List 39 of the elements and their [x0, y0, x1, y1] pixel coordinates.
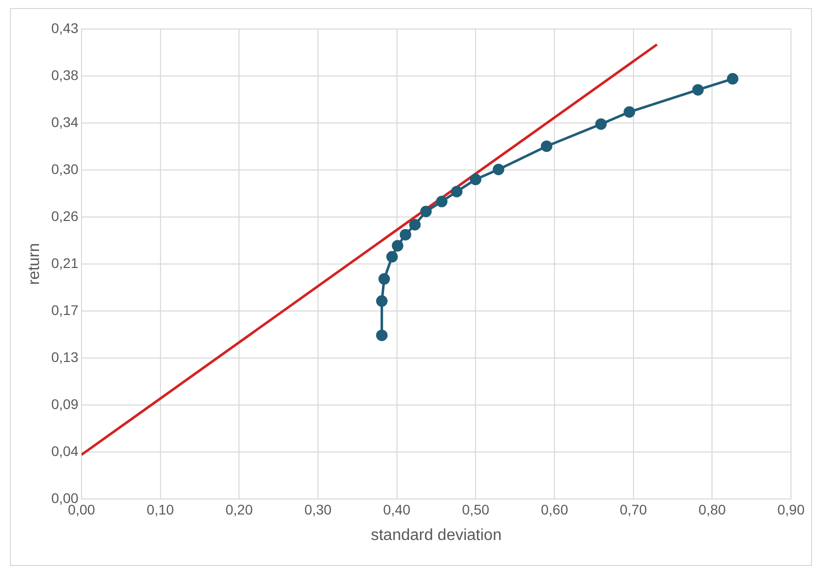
point — [726, 73, 738, 85]
y-tick-label: 0,09 — [51, 396, 79, 412]
point — [376, 295, 388, 307]
y-tick-label: 0,26 — [51, 208, 79, 224]
point — [378, 273, 390, 285]
point — [436, 196, 448, 208]
point — [540, 140, 552, 152]
y-tick-label: 0,43 — [51, 20, 79, 36]
x-tick-label: 0,20 — [226, 501, 253, 518]
point — [450, 186, 462, 198]
x-tick-label: 0,90 — [777, 501, 805, 518]
point — [624, 106, 636, 118]
y-tick-label: 0,30 — [51, 160, 79, 177]
x-tick-label: 0,60 — [540, 501, 568, 518]
point — [409, 218, 421, 230]
x-tick-label: 0,10 — [146, 501, 174, 518]
point — [595, 118, 607, 130]
x-tick-label: 0,30 — [304, 501, 332, 518]
x-axis-title: standard deviation — [370, 526, 502, 544]
y-tick-label: 0,34 — [51, 114, 79, 130]
point — [386, 251, 398, 263]
x-tick-label: 0,80 — [698, 501, 726, 518]
y-tick-label: 0,13 — [51, 348, 79, 365]
x-tick-label: 0,40 — [383, 501, 411, 518]
y-tick-label: 0,00 — [51, 490, 79, 506]
y-tick-label: 0,38 — [51, 66, 79, 83]
point — [470, 174, 482, 186]
y-axis-title: return — [26, 243, 44, 285]
y-tick-label: 0,04 — [51, 442, 79, 459]
point — [692, 84, 704, 96]
point — [400, 228, 412, 240]
point — [492, 164, 504, 176]
point — [376, 330, 388, 342]
point — [392, 240, 404, 252]
point — [420, 206, 432, 218]
x-tick-label: 0,70 — [620, 501, 648, 518]
y-tick-label: 0,17 — [51, 302, 79, 318]
x-tick-label: 0,50 — [462, 501, 490, 518]
y-tick-label: 0,21 — [51, 254, 79, 271]
